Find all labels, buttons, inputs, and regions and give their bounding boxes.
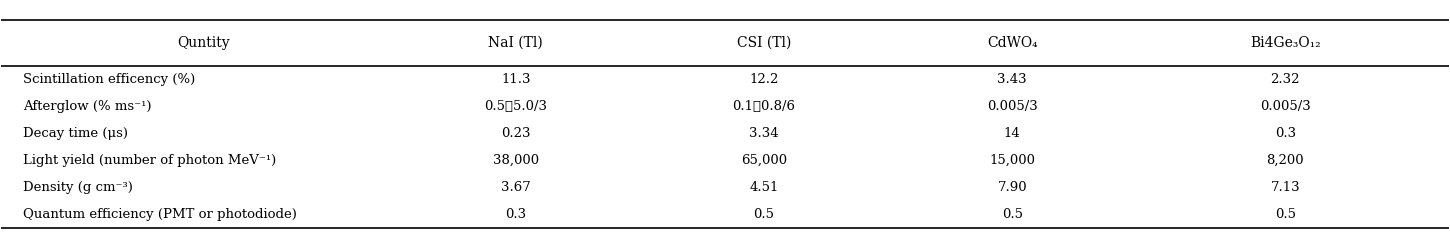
- Text: 0.1～0.8/6: 0.1～0.8/6: [732, 100, 796, 113]
- Text: 0.5: 0.5: [754, 208, 774, 221]
- Text: Density (g cm⁻³): Density (g cm⁻³): [23, 181, 133, 194]
- Text: 7.13: 7.13: [1270, 181, 1301, 194]
- Text: 0.005/3: 0.005/3: [987, 100, 1038, 113]
- Text: NaI (Tl): NaI (Tl): [489, 36, 544, 50]
- Text: CSI (Tl): CSI (Tl): [737, 36, 792, 50]
- Text: 15,000: 15,000: [989, 154, 1035, 167]
- Text: 0.5: 0.5: [1002, 208, 1022, 221]
- Text: 11.3: 11.3: [502, 73, 531, 86]
- Text: 8,200: 8,200: [1266, 154, 1304, 167]
- Text: 3.43: 3.43: [998, 73, 1027, 86]
- Text: 38,000: 38,000: [493, 154, 539, 167]
- Text: 14: 14: [1003, 127, 1021, 140]
- Text: Afterglow (% ms⁻¹): Afterglow (% ms⁻¹): [23, 100, 152, 113]
- Text: Scintillation efficency (%): Scintillation efficency (%): [23, 73, 196, 86]
- Text: 0.5: 0.5: [1275, 208, 1296, 221]
- Text: Decay time (μs): Decay time (μs): [23, 127, 128, 140]
- Text: CdWO₄: CdWO₄: [987, 36, 1038, 50]
- Text: 2.32: 2.32: [1270, 73, 1301, 86]
- Text: 7.90: 7.90: [998, 181, 1027, 194]
- Text: 3.34: 3.34: [750, 127, 779, 140]
- Text: Bi4Ge₃O₁₂: Bi4Ge₃O₁₂: [1250, 36, 1321, 50]
- Text: Light yield (number of photon MeV⁻¹): Light yield (number of photon MeV⁻¹): [23, 154, 277, 167]
- Text: 3.67: 3.67: [500, 181, 531, 194]
- Text: 0.3: 0.3: [505, 208, 526, 221]
- Text: 4.51: 4.51: [750, 181, 779, 194]
- Text: 0.005/3: 0.005/3: [1260, 100, 1311, 113]
- Text: 0.3: 0.3: [1275, 127, 1296, 140]
- Text: 12.2: 12.2: [750, 73, 779, 86]
- Text: 0.5～5.0/3: 0.5～5.0/3: [484, 100, 547, 113]
- Text: 65,000: 65,000: [741, 154, 787, 167]
- Text: Quantum efficiency (PMT or photodiode): Quantum efficiency (PMT or photodiode): [23, 208, 297, 221]
- Text: Quntity: Quntity: [177, 36, 231, 50]
- Text: 0.23: 0.23: [502, 127, 531, 140]
